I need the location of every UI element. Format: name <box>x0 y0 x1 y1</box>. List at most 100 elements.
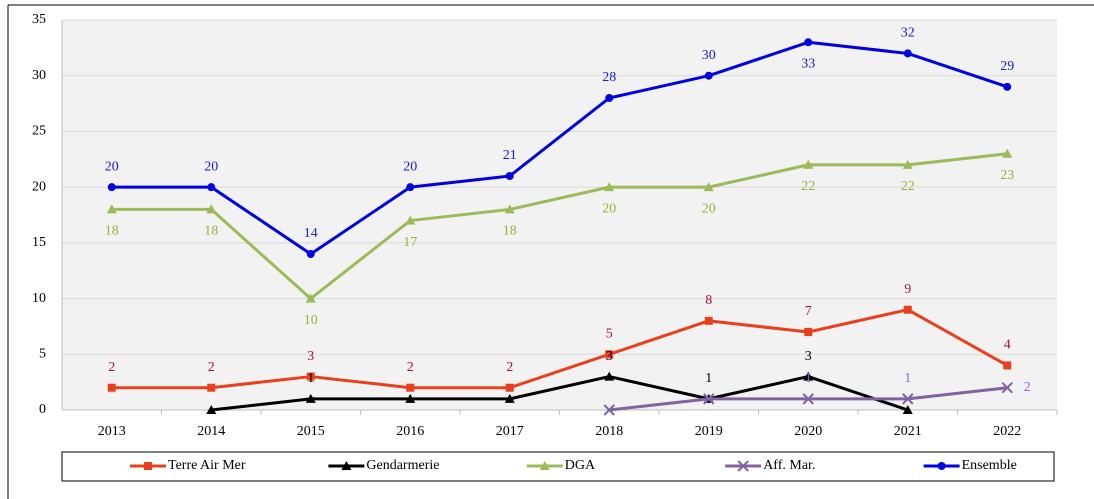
y-tick-label: 10 <box>32 291 46 306</box>
data-label: 33 <box>801 57 815 72</box>
data-label: 22 <box>801 179 815 194</box>
marker <box>107 183 116 192</box>
y-tick-label: 5 <box>39 347 46 362</box>
marker <box>903 305 912 314</box>
marker <box>902 393 914 405</box>
data-label: 3 <box>307 349 314 364</box>
marker <box>505 383 514 392</box>
data-label: 18 <box>503 224 517 239</box>
marker <box>504 204 515 214</box>
marker <box>206 204 217 214</box>
legend-box <box>61 451 1055 482</box>
marker <box>107 383 116 392</box>
data-label: 2 <box>1024 380 1031 395</box>
series-line <box>111 308 1008 390</box>
marker <box>207 183 216 192</box>
marker <box>605 350 614 359</box>
legend-label: Gendarmerie <box>366 458 439 473</box>
marker <box>504 393 515 403</box>
marker <box>306 372 315 381</box>
marker <box>902 159 913 169</box>
series-line <box>111 152 1008 301</box>
marker <box>737 460 749 472</box>
data-label: 22 <box>901 179 915 194</box>
data-label: 1 <box>307 371 314 386</box>
marker <box>937 462 946 470</box>
y-tick-label: 20 <box>32 179 46 194</box>
data-label: 7 <box>805 304 812 319</box>
data-label: 2 <box>407 360 414 375</box>
data-label: 20 <box>105 159 119 174</box>
data-label: 30 <box>702 48 716 63</box>
x-tick-label: 2014 <box>197 424 225 439</box>
data-label: 28 <box>602 70 616 85</box>
marker <box>539 461 550 470</box>
data-label: 9 <box>904 282 911 297</box>
y-tick-label: 0 <box>39 402 46 417</box>
data-label: 3 <box>805 349 812 364</box>
x-tick-label: 2019 <box>695 424 723 439</box>
data-label: 21 <box>503 148 517 163</box>
marker <box>604 371 615 381</box>
data-label: 2 <box>208 360 215 375</box>
marker <box>505 172 514 180</box>
x-tick-label: 2018 <box>595 424 623 439</box>
data-label: 18 <box>105 224 119 239</box>
x-tick-label: 2016 <box>396 424 424 439</box>
data-label: 20 <box>403 159 417 174</box>
marker <box>106 204 117 214</box>
data-label: 17 <box>403 235 417 250</box>
marker <box>405 393 416 403</box>
marker <box>603 404 615 416</box>
legend-label: Terre Air Mer <box>168 458 246 473</box>
data-label: 1 <box>904 371 911 386</box>
x-tick-label: 2017 <box>496 424 524 439</box>
legend-label: Aff. Mar. <box>763 458 815 473</box>
marker <box>704 316 713 325</box>
marker <box>1003 361 1012 370</box>
marker <box>206 405 217 414</box>
marker <box>802 393 814 405</box>
data-label: 8 <box>705 293 712 308</box>
marker <box>803 159 814 169</box>
marker <box>803 371 814 381</box>
y-tick-label: 15 <box>32 235 46 250</box>
x-tick-label: 2021 <box>894 424 922 439</box>
data-label: 10 <box>304 313 318 328</box>
marker <box>1002 148 1013 158</box>
data-label: 29 <box>1000 59 1014 74</box>
data-label: 4 <box>1004 338 1011 353</box>
data-label: 1 <box>705 371 712 386</box>
marker <box>305 293 316 303</box>
marker <box>902 405 913 414</box>
marker <box>305 393 316 403</box>
marker <box>804 328 813 336</box>
marker <box>341 461 352 470</box>
marker <box>704 71 713 80</box>
y-tick-label: 35 <box>32 12 46 27</box>
x-tick-label: 2013 <box>98 424 126 439</box>
data-label: 2 <box>506 360 513 375</box>
data-label: 14 <box>304 226 318 241</box>
data-label: 18 <box>204 224 218 239</box>
data-label: 5 <box>606 327 613 342</box>
data-label: 2 <box>108 360 115 375</box>
marker <box>1001 382 1013 394</box>
marker <box>406 383 415 392</box>
data-label: 1 <box>805 371 812 386</box>
data-label: 20 <box>602 201 616 216</box>
data-label: 20 <box>702 201 716 216</box>
x-tick-label: 2020 <box>794 424 822 439</box>
marker <box>804 38 813 47</box>
marker <box>405 215 416 225</box>
marker <box>703 393 715 405</box>
y-tick-label: 25 <box>32 124 46 139</box>
data-label: 20 <box>204 159 218 174</box>
x-tick-label: 2022 <box>993 424 1021 439</box>
data-label: 23 <box>1000 168 1014 183</box>
marker <box>605 94 614 102</box>
y-tick-label: 30 <box>32 68 46 83</box>
marker <box>1003 82 1012 91</box>
data-label: 32 <box>901 26 915 41</box>
